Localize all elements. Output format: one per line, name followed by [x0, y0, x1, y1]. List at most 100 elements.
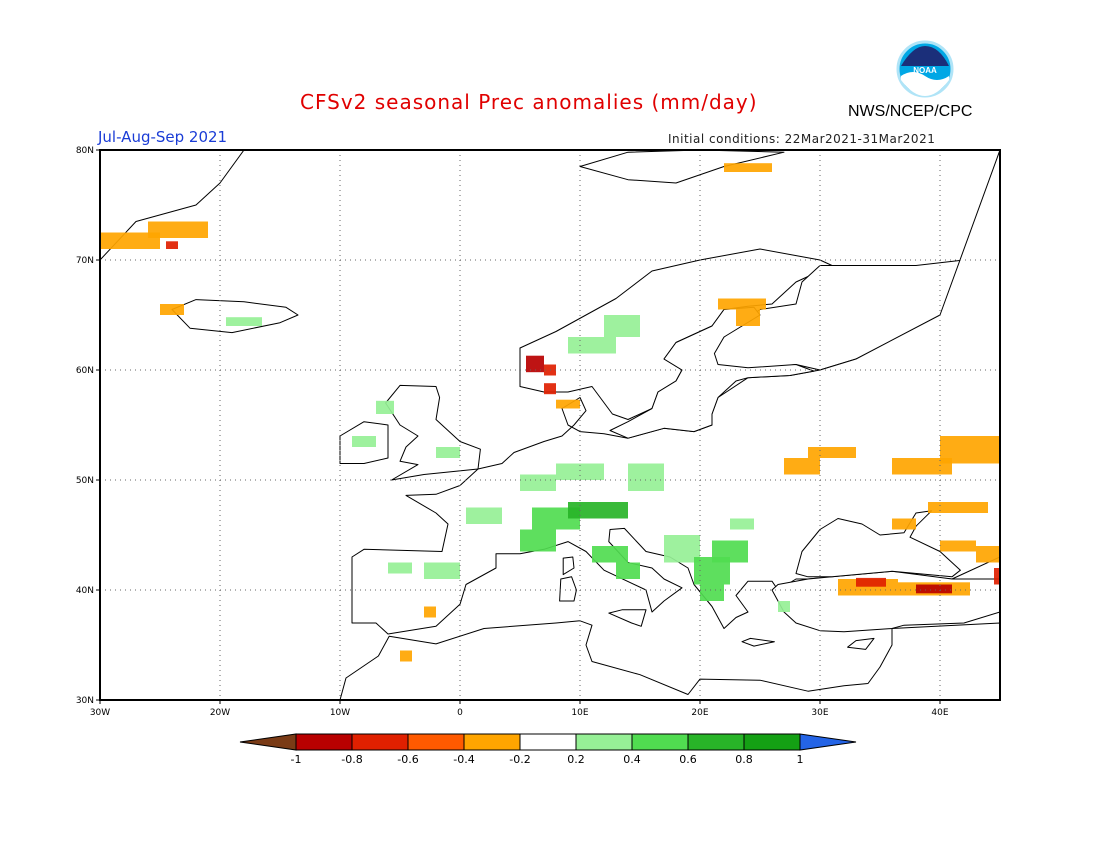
coastline-great-britain — [385, 384, 481, 481]
map-frame — [99, 149, 1001, 701]
anomaly-cell — [520, 529, 556, 552]
lon-tick-label: 20E — [691, 708, 708, 718]
colorbar-label: -0.8 — [341, 753, 362, 766]
anomaly-cell — [226, 317, 262, 326]
colorbar-label: -0.2 — [509, 753, 530, 766]
anomaly-cell — [568, 337, 616, 354]
anomaly-cell — [376, 400, 394, 414]
noaa-logo: NOAA — [893, 40, 957, 98]
lon-tick-label: 0 — [457, 708, 463, 718]
anomaly-cell — [700, 584, 724, 601]
anomaly-cell — [520, 474, 556, 491]
colorbar-label: -1 — [291, 753, 302, 766]
colorbar-segment — [687, 733, 745, 751]
colorbar-segment — [351, 733, 409, 751]
anomaly-cell — [568, 502, 628, 519]
anomaly-cell — [556, 463, 604, 480]
season-label: Jul-Aug-Sep 2021 — [98, 128, 228, 146]
colorbar-label: -0.4 — [453, 753, 474, 766]
anomaly-cell — [148, 221, 208, 238]
coastline-baltic-sea — [609, 306, 815, 439]
anomaly-cell — [778, 601, 790, 612]
lon-tick-label: 10E — [571, 708, 588, 718]
coastline-iceland — [171, 299, 299, 334]
anomaly-cell — [892, 518, 916, 530]
colorbar-arrow-high — [799, 733, 857, 751]
anomaly-cell — [856, 577, 886, 587]
anomaly-cell — [388, 562, 412, 574]
agency-label: NWS/NCEP/CPC — [848, 103, 973, 120]
chart-title: CFSv2 seasonal Prec anomalies (mm/day) — [300, 90, 758, 114]
anomaly-cell — [166, 241, 178, 249]
anomaly-cell — [160, 304, 184, 315]
lon-tick-label: 30W — [90, 708, 110, 718]
colorbar-label: 0.2 — [567, 753, 585, 766]
colorbar-label: 0.6 — [679, 753, 697, 766]
coastline-caspian-sea — [999, 518, 1000, 574]
anomaly-cell — [628, 463, 664, 491]
axis-tick-layer: 30W 20W 10W 0 10E 20E 30E 40E 30N 40N 50N 60N 70N 80N — [76, 146, 949, 718]
anomaly-cell — [352, 436, 376, 447]
anomaly-cell — [940, 436, 1000, 464]
colorbar-segment — [295, 733, 353, 751]
lon-tick-label: 10W — [330, 708, 350, 718]
anomaly-cell — [976, 546, 1000, 563]
anomaly-cell — [940, 540, 976, 552]
anomaly-cell-layer — [100, 163, 1000, 662]
colorbar-label: 0.8 — [735, 753, 753, 766]
lon-tick-label: 40E — [931, 708, 948, 718]
anomaly-cell — [736, 309, 760, 326]
anomaly-cell — [718, 298, 766, 310]
anomaly-cell — [928, 502, 988, 513]
anomaly-cell — [424, 562, 460, 579]
graticule-layer — [100, 150, 1000, 700]
lon-tick-label: 20W — [210, 708, 230, 718]
lon-tick-label: 30E — [811, 708, 828, 718]
coastline-crete — [741, 637, 775, 647]
logo-text: NOAA — [913, 66, 937, 75]
coastline-layer — [100, 150, 1000, 700]
anomaly-cell — [892, 458, 952, 475]
colorbar-segment — [575, 733, 633, 751]
colorbar-segment — [407, 733, 465, 751]
colorbar-segment — [631, 733, 689, 751]
anomaly-cell — [466, 507, 502, 524]
coastline-svalbard — [579, 150, 785, 184]
colorbar-label: -0.6 — [397, 753, 418, 766]
anomaly-cell — [592, 546, 628, 563]
anomaly-cell — [556, 399, 580, 409]
anomaly-cell — [712, 540, 748, 563]
coastline-sardinia — [559, 576, 577, 602]
anomaly-cell — [526, 355, 544, 373]
anomaly-cell — [436, 447, 460, 458]
coastline-corsica — [562, 556, 575, 576]
anomaly-cell — [808, 447, 856, 458]
lat-tick-label: 50N — [76, 476, 94, 486]
colorbar-label: 1 — [797, 753, 804, 766]
lat-tick-label: 30N — [76, 696, 94, 706]
anomaly-cell — [616, 562, 640, 579]
coastline-black-sea — [795, 510, 961, 578]
colorbar-segment — [743, 733, 801, 751]
anomaly-cell — [994, 568, 1000, 585]
colorbar-label: 0.4 — [623, 753, 641, 766]
anomaly-cell — [916, 584, 952, 594]
lat-tick-label: 80N — [76, 146, 94, 156]
coastline-greenland — [100, 150, 245, 261]
colorbar: -1 -0.8 -0.6 -0.4 -0.2 0.2 0.4 0.6 0.8 1 — [239, 733, 857, 766]
colorbar-segment — [519, 733, 577, 751]
anomaly-cell — [424, 606, 436, 618]
anomaly-cell — [100, 232, 160, 249]
colorbar-arrow-low — [239, 733, 297, 751]
anomaly-cell — [724, 163, 772, 172]
anomaly-cell — [544, 383, 556, 395]
lat-tick-label: 60N — [76, 366, 94, 376]
coastline-cyprus — [847, 637, 875, 650]
coastline-sicily — [608, 609, 647, 627]
lat-tick-label: 40N — [76, 586, 94, 596]
lat-tick-label: 70N — [76, 256, 94, 266]
colorbar-segment — [463, 733, 521, 751]
anomaly-cell — [784, 458, 820, 475]
anomaly-cell — [400, 650, 412, 662]
